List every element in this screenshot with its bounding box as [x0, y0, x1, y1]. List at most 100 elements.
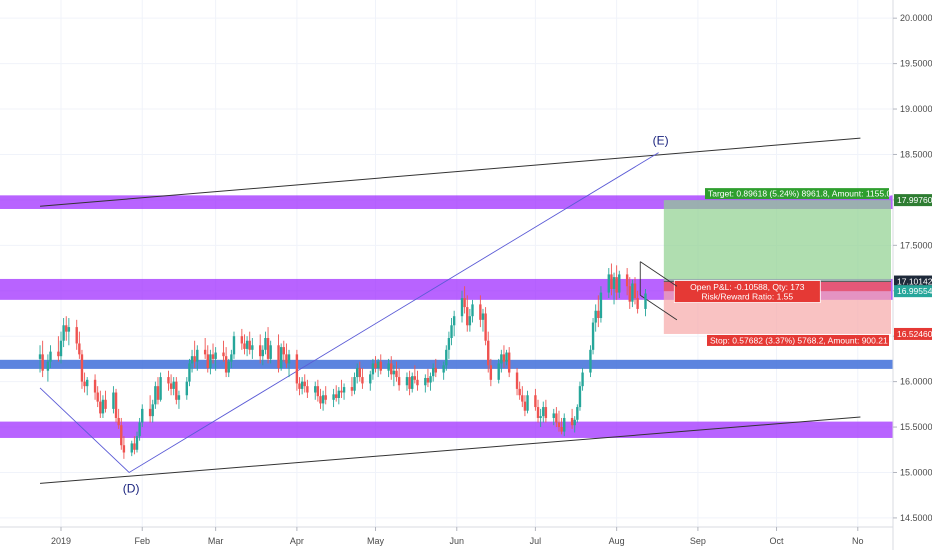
candle-body	[298, 383, 301, 389]
channel-line	[639, 261, 678, 287]
candle-body	[607, 274, 610, 293]
candle-body	[518, 388, 521, 396]
candle-body	[148, 408, 152, 417]
candle-body	[636, 298, 639, 309]
trendlines	[39, 137, 861, 484]
candle-body	[618, 274, 621, 293]
candle-body	[193, 356, 196, 362]
y-tick-label: 19.50000	[900, 59, 932, 69]
trendline	[39, 137, 861, 207]
candle-body	[542, 407, 545, 417]
candle-body	[154, 386, 157, 405]
candle-body	[57, 351, 60, 357]
candle-body	[65, 325, 68, 332]
candle-body	[442, 365, 445, 373]
candle-body	[397, 377, 401, 386]
candle-body	[277, 345, 280, 368]
candle-body	[295, 354, 299, 384]
candle-body	[413, 376, 417, 380]
price-tag-bg	[894, 194, 932, 207]
candle-body	[466, 307, 469, 326]
candle-body	[557, 422, 561, 428]
candle-body	[251, 345, 254, 350]
candles	[38, 263, 647, 459]
candle-body	[570, 417, 574, 426]
wave-label-d: (D)	[123, 481, 140, 495]
candle-body	[141, 408, 144, 423]
candle-body	[112, 392, 115, 409]
candle-body	[104, 399, 107, 409]
candle-body	[86, 379, 89, 387]
wave-line	[39, 152, 659, 474]
candle-body	[544, 407, 548, 418]
y-tick-label: 14.50000	[900, 513, 932, 523]
candle-body	[505, 352, 508, 362]
candle-body	[135, 436, 139, 450]
candle-body	[122, 445, 126, 453]
candle-body	[240, 336, 244, 344]
candle-body	[581, 372, 584, 387]
candle-body	[576, 407, 579, 420]
candle-body	[282, 347, 285, 355]
candle-body	[487, 340, 490, 366]
candle-body	[114, 392, 118, 418]
candle-body	[300, 381, 304, 389]
candle-body	[633, 283, 637, 299]
candle-body	[314, 386, 317, 393]
candle-body	[138, 422, 141, 437]
candle-body	[269, 345, 272, 359]
candle-body	[481, 313, 485, 320]
candle-body	[429, 376, 432, 383]
x-tick-label: Feb	[134, 536, 150, 546]
candle-body	[534, 395, 537, 408]
candle-body	[594, 310, 597, 323]
candle-body	[625, 274, 629, 287]
candle-body	[416, 379, 419, 386]
candle-body	[379, 361, 382, 371]
price-tag-label: 16.52460	[897, 329, 932, 339]
candle-body	[500, 354, 503, 364]
candle-body	[374, 363, 377, 368]
price-tag-label: 16.99554	[897, 286, 932, 296]
candle-body	[169, 383, 173, 389]
candle-body	[340, 390, 343, 393]
candle-body	[573, 419, 576, 426]
candle-body	[67, 327, 71, 332]
x-tick-label: Oct	[770, 536, 785, 546]
candle-body	[392, 370, 396, 375]
candle-body	[479, 304, 482, 320]
candle-body	[463, 298, 466, 308]
x-tick-label: Aug	[609, 536, 625, 546]
candle-body	[369, 374, 372, 384]
candle-body	[324, 395, 327, 400]
x-tick-label: May	[367, 536, 385, 546]
time-axis[interactable]: 2019 Feb Mar Apr May Jun Jul Aug Sep Oct No	[51, 527, 864, 546]
candle-body	[101, 399, 105, 414]
long-position-tool[interactable]: Target: 0.89618 (5.24%) 8961.8, Amount: …	[663, 188, 896, 346]
candle-body	[335, 394, 338, 398]
candle-body	[489, 365, 493, 380]
candle-body	[628, 286, 631, 302]
candle-body	[279, 347, 283, 368]
candle-body	[612, 277, 616, 289]
candle-body	[266, 338, 270, 359]
candle-body	[206, 354, 209, 368]
candle-body	[133, 443, 136, 450]
candle-body	[526, 395, 529, 411]
y-tick-label: 17.50000	[900, 240, 932, 250]
candle-body	[371, 363, 375, 375]
candle-body	[523, 401, 527, 411]
candle-body	[361, 377, 364, 384]
candle-body	[497, 363, 500, 380]
candle-body	[209, 354, 212, 368]
candle-body	[452, 316, 456, 326]
candle-body	[232, 336, 236, 355]
candle-body	[471, 304, 474, 317]
candle-body	[342, 387, 346, 393]
candle-body	[578, 386, 582, 408]
y-tick-label: 20.00000	[900, 13, 932, 23]
candle-body	[337, 390, 341, 398]
candle-body	[130, 443, 133, 453]
candle-body	[555, 413, 558, 423]
